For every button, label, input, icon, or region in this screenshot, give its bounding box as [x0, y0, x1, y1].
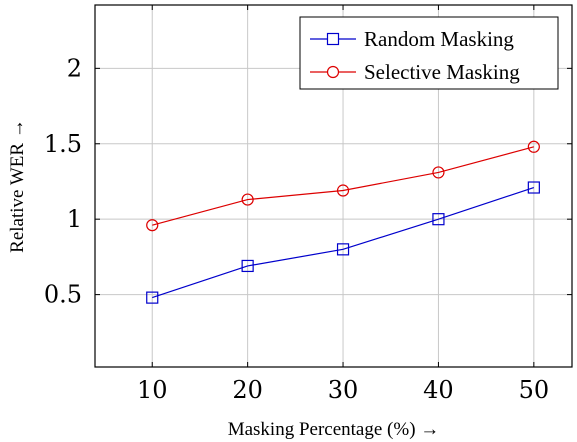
random-masking-line — [152, 186, 535, 299]
selective-masking-marker — [146, 219, 159, 232]
series-layer — [146, 140, 540, 304]
y-tick-label: 0.5 — [44, 281, 82, 309]
selective-masking-marker — [432, 166, 445, 179]
y-axis-label: Relative WER → — [7, 119, 28, 253]
legend-selective-masking-marker — [326, 65, 340, 79]
x-tick-label: 10 — [137, 376, 168, 404]
x-tick-label: 30 — [328, 376, 359, 404]
random-masking-marker — [336, 243, 350, 256]
selective-masking-line — [152, 146, 534, 226]
y-tick-label: 1 — [67, 205, 82, 233]
random-masking-marker — [527, 181, 540, 194]
random-masking-marker — [241, 259, 254, 273]
legend: Random Masking Selective Masking — [299, 16, 559, 90]
y-tick-label: 1.5 — [44, 130, 82, 158]
x-tick-label: 50 — [519, 376, 550, 404]
legend-random-masking-label: Random Masking — [364, 27, 514, 51]
x-axis-label: Masking Percentage (%) → — [228, 419, 440, 440]
tick-labels: 10 20 30 40 50 0.5 1 1.5 2 — [44, 5, 572, 404]
selective-masking-marker — [241, 193, 254, 206]
legend-random-masking-marker — [326, 32, 340, 46]
selective-masking-marker — [336, 184, 350, 197]
x-tick-label: 20 — [232, 376, 263, 404]
y-tick-label: 2 — [67, 54, 82, 82]
random-masking-marker — [432, 213, 445, 226]
random-masking-marker — [146, 291, 159, 304]
plot-frame — [94, 4, 573, 368]
legend-selective-masking-label: Selective Masking — [364, 60, 520, 84]
x-tick-label: 40 — [423, 376, 454, 404]
selective-masking-marker — [527, 140, 540, 153]
legend-box — [299, 16, 559, 90]
